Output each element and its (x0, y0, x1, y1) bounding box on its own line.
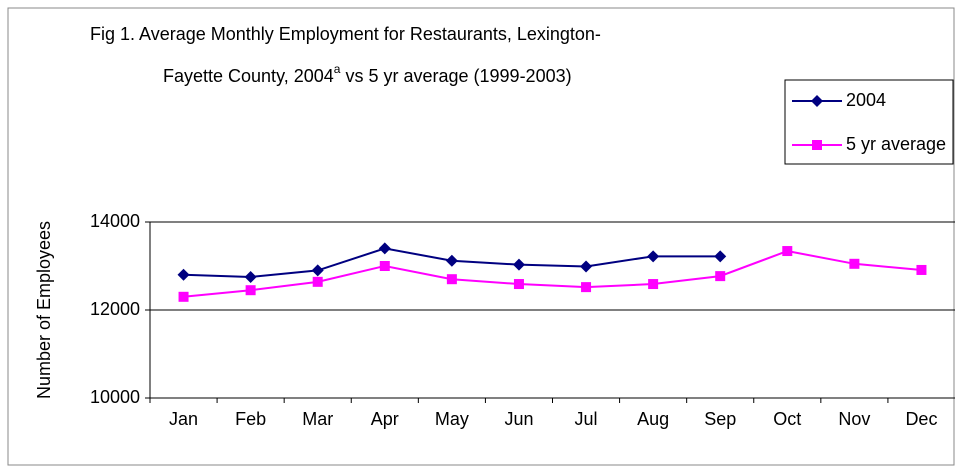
x-tick-label: Jan (169, 409, 198, 429)
x-tick-label: Jun (504, 409, 533, 429)
x-tick-label: Aug (637, 409, 669, 429)
point (647, 250, 660, 263)
point (812, 140, 822, 150)
legend-label: 5 yr average (846, 134, 946, 154)
x-tick-label: Oct (773, 409, 801, 429)
point (580, 260, 593, 273)
chart-title: Fayette County, 2004 (163, 66, 334, 86)
point (782, 246, 793, 257)
x-tick-label: Dec (905, 409, 937, 429)
point (714, 250, 727, 263)
point (849, 258, 860, 269)
x-tick-label: Feb (235, 409, 266, 429)
x-tick-label: May (435, 409, 469, 429)
point (811, 95, 823, 107)
y-tick-label: 10000 (90, 387, 140, 407)
legend-label: 2004 (846, 90, 886, 110)
point (245, 285, 256, 296)
point (581, 282, 592, 293)
x-tick-label: Mar (302, 409, 333, 429)
point (311, 264, 324, 277)
x-tick-label: Apr (371, 409, 399, 429)
point (446, 274, 457, 285)
point (379, 261, 390, 271)
point (513, 279, 524, 290)
point (648, 279, 659, 290)
x-tick-label: Nov (838, 409, 870, 429)
x-tick-label: Sep (704, 409, 736, 429)
chart-title: vs 5 yr average (1999-2003) (345, 66, 571, 86)
point (177, 268, 190, 281)
point (244, 271, 257, 283)
point (512, 258, 525, 271)
point (378, 242, 391, 255)
point (312, 276, 323, 287)
point (178, 291, 189, 302)
point (916, 264, 927, 275)
y-tick-label: 12000 (90, 299, 140, 319)
title-superscript: a (334, 62, 341, 76)
point (715, 271, 726, 282)
y-axis-label: Number of Employees (34, 221, 54, 399)
y-tick-label: 14000 (90, 211, 140, 231)
point (445, 254, 458, 267)
chart-title: Fayette County, 2004a vs 5 yr average (19… (163, 62, 572, 86)
chart-title: Fig 1. Average Monthly Employment for Re… (90, 24, 601, 44)
series-line (183, 250, 922, 298)
x-tick-label: Jul (575, 409, 598, 429)
